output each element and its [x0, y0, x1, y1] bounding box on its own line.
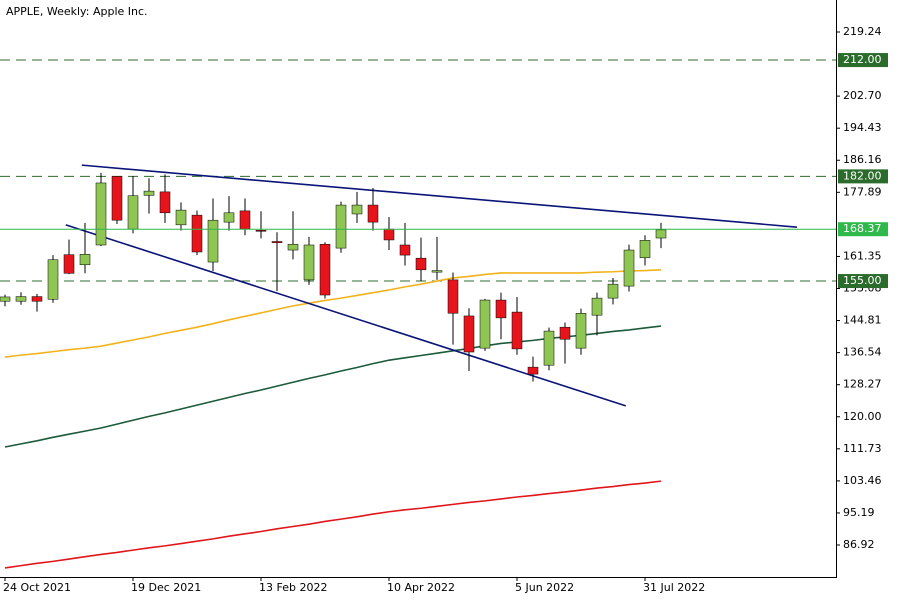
candle-body [127, 195, 139, 230]
candle-body [79, 254, 91, 266]
level-label: 212.00 [843, 53, 882, 66]
candle-body [191, 214, 203, 253]
candle-body [335, 204, 347, 249]
candle-body [287, 243, 299, 251]
y-tick-label: 120.00 [843, 410, 882, 423]
y-tick-label: 144.81 [843, 314, 882, 327]
x-tick-label: 31 Jul 2022 [643, 581, 705, 594]
x-tick-label: 10 Apr 2022 [387, 581, 455, 594]
y-tick-label: 186.16 [843, 153, 882, 166]
candle-body [543, 330, 555, 366]
candle-body [575, 312, 587, 349]
moving-average [4, 480, 662, 569]
y-tick-label: 177.89 [843, 185, 882, 198]
candle-body [623, 249, 635, 287]
price-label: 168.37 [843, 222, 882, 235]
candle-body [479, 299, 491, 349]
candle-body [95, 182, 107, 246]
candle-body [415, 257, 427, 271]
candle-body [351, 204, 363, 215]
level-label-box [838, 169, 888, 184]
y-tick-label: 86.92 [843, 538, 875, 551]
candle-body [511, 311, 523, 350]
candle-body [271, 241, 283, 243]
candle-body [15, 296, 27, 302]
candle-body [255, 230, 267, 232]
price-label-box [838, 222, 888, 237]
candle-body [31, 296, 43, 302]
level-label: 155.00 [843, 274, 882, 287]
candle-body [431, 270, 443, 273]
candle-body [63, 254, 75, 274]
y-tick-label: 219.24 [843, 25, 882, 38]
candle-body [527, 366, 539, 375]
x-tick-label: 5 Jun 2022 [515, 581, 574, 594]
candle-body [159, 191, 171, 214]
candle-body [655, 229, 667, 239]
y-tick-label: 111.73 [843, 442, 882, 455]
y-tick-label: 95.19 [843, 506, 875, 519]
candle-body [175, 209, 187, 226]
candle-body [639, 240, 651, 259]
candle-body [303, 244, 315, 281]
candle-body [0, 296, 11, 302]
y-tick-label: 103.46 [843, 474, 882, 487]
candle-body [239, 210, 251, 230]
level-label: 182.00 [843, 169, 882, 182]
candle-body [463, 315, 475, 353]
trendline [65, 224, 627, 407]
candle-body [143, 190, 155, 196]
moving-average [4, 269, 662, 358]
candle-body [47, 259, 59, 300]
level-label-box [838, 274, 888, 289]
candle-body [399, 244, 411, 256]
candle-body [207, 219, 219, 263]
candle-body [383, 228, 395, 241]
y-tick-label: 136.54 [843, 346, 882, 359]
x-tick-label: 24 Oct 2021 [3, 581, 71, 594]
candle-body [367, 204, 379, 223]
y-tick-label: 194.43 [843, 121, 882, 134]
candle-body [111, 176, 123, 221]
candle-body [559, 326, 571, 340]
y-tick-label: 161.35 [843, 249, 882, 262]
candle-body [447, 279, 459, 314]
candle-body [319, 243, 331, 296]
trendline [81, 164, 798, 228]
chart-title: APPLE, Weekly: Apple Inc. [6, 5, 148, 18]
level-label-box [838, 53, 888, 68]
y-tick-label: 128.27 [843, 378, 882, 391]
candle-body [223, 212, 235, 223]
y-tick-label: 202.70 [843, 89, 882, 102]
x-tick-label: 13 Feb 2022 [259, 581, 327, 594]
candle-body [495, 299, 507, 319]
candle-body [591, 297, 603, 316]
x-tick-label: 19 Dec 2021 [131, 581, 201, 594]
candle-body [607, 283, 619, 299]
